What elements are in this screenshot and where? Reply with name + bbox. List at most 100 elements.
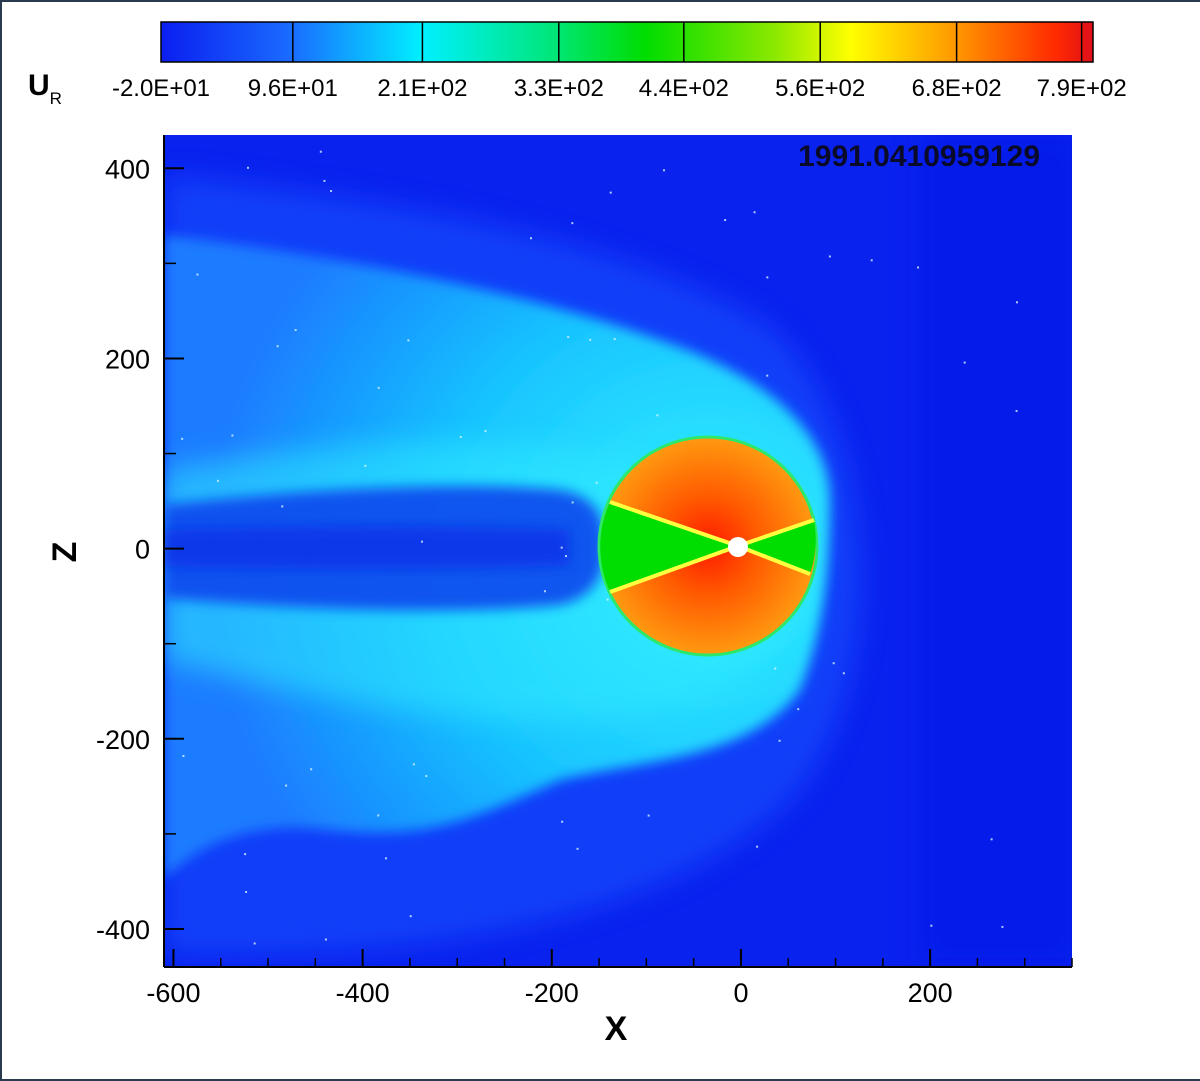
noise-speck: [662, 169, 665, 172]
noise-speck: [1015, 409, 1018, 412]
noise-speck: [560, 546, 563, 549]
colorbar-tick-label: 2.1E+02: [377, 75, 467, 102]
noise-speck: [323, 179, 326, 182]
field-image: [164, 135, 1072, 967]
noise-speck: [246, 166, 249, 169]
noise-speck: [774, 667, 777, 670]
noise-speck: [778, 739, 781, 742]
noise-speck: [832, 662, 835, 665]
x-tick-label: 0: [733, 978, 748, 1008]
y-tick-label: 200: [105, 344, 150, 374]
noise-speck: [589, 338, 592, 341]
tail-core: [164, 526, 570, 569]
band-edge: [737, 518, 815, 548]
slow-wind-band-right: [738, 520, 816, 574]
noise-speck: [377, 386, 380, 389]
noise-speck: [870, 259, 873, 262]
noise-speck: [963, 361, 966, 364]
noise-speck: [409, 915, 412, 918]
upstream-region: [920, 135, 1072, 967]
colorbar-tick-label: 4.4E+02: [639, 75, 729, 102]
noise-speck: [412, 763, 415, 766]
noise-speck: [281, 505, 284, 508]
noise-speck: [567, 336, 570, 339]
noise-speck: [613, 338, 616, 341]
noise-speck: [245, 890, 248, 893]
time-label: 1991.0410959129: [798, 140, 1040, 173]
noise-speck: [595, 481, 598, 484]
noise-speck: [842, 672, 845, 675]
sun-marker: [728, 537, 748, 557]
noise-speck: [724, 219, 727, 222]
colorbar-tick-label: 9.6E+01: [248, 75, 338, 102]
noise-speck: [319, 150, 322, 153]
x-tick-label: 200: [908, 978, 953, 1008]
axes: -600 -400 -200 0 200 400 200 0 -200 -400: [96, 135, 1073, 1008]
noise-speck: [797, 708, 800, 711]
colorbar-tick-label: 3.3E+02: [514, 75, 604, 102]
colorbar-gradient: [160, 21, 1094, 63]
noise-speck: [753, 211, 756, 214]
noise-speck: [606, 598, 609, 601]
noise-speck: [231, 434, 234, 437]
colorbar-dividers: [292, 22, 1083, 62]
noise-speck: [330, 190, 333, 193]
noise-speck: [565, 555, 568, 558]
noise-speck: [310, 768, 313, 771]
noise-speck: [182, 755, 185, 758]
noise-speck: [324, 938, 327, 941]
colorbar-tick-label: 5.6E+02: [775, 75, 865, 102]
x-tick-label: -400: [336, 978, 390, 1008]
colorbar-labels: -2.0E+01 9.6E+01 2.1E+02 3.3E+02 4.4E+02 5.6E…: [112, 75, 1127, 102]
colorbar-tick-label: 6.8E+02: [912, 75, 1002, 102]
noise-speck: [196, 273, 199, 276]
noise-speck: [1001, 925, 1004, 928]
noise-speck: [656, 414, 659, 417]
noise-speck: [756, 845, 759, 848]
noise-speck: [576, 847, 579, 850]
noise-speck: [543, 590, 546, 593]
noise-speck: [571, 222, 574, 225]
noise-speck: [766, 374, 769, 377]
noise-speck: [385, 857, 388, 860]
noise-speck: [425, 775, 428, 778]
termination-shock-region: [597, 435, 819, 657]
colorbar: UR -2.0E+01 9.6E+01 2.1E+02 3.3E+02 4.4E+02 5…: [28, 21, 1127, 108]
noise-speck: [216, 479, 219, 482]
noise-speck: [647, 814, 650, 817]
noise-speck: [276, 345, 279, 348]
slow-wind-band-left: [600, 502, 738, 592]
y-ticks: 400 200 0 -200 -400: [96, 154, 184, 945]
colorbar-tick-label: 7.9E+02: [1037, 75, 1127, 102]
noise-speck: [609, 191, 612, 194]
noise-speck: [561, 820, 564, 823]
y-tick-label: 400: [105, 154, 150, 184]
noise-speck: [244, 853, 247, 856]
noise-speck: [828, 255, 831, 258]
noise-speck: [364, 464, 367, 467]
noise-speck: [294, 329, 297, 332]
y-axis-title: Z: [46, 542, 84, 563]
noise-speck: [990, 838, 993, 841]
noise-speck: [377, 814, 380, 817]
noise-speck: [285, 784, 288, 787]
y-tick-label: -400: [96, 915, 150, 945]
noise-speck: [529, 237, 532, 240]
noise-speck: [571, 501, 574, 504]
noise-speck: [253, 942, 256, 945]
band-edge: [609, 544, 739, 594]
noise-speck: [930, 924, 933, 927]
noise-speck: [766, 276, 769, 279]
noise-speck: [407, 339, 410, 342]
noise-speck: [459, 435, 462, 438]
x-ticks: -600 -400 -200 0 200: [146, 949, 1073, 1008]
noise-speck: [484, 430, 487, 433]
y-tick-label: 0: [135, 535, 150, 565]
noise-speck: [421, 540, 424, 543]
band-edge: [737, 544, 811, 576]
x-axis-title: X: [605, 1010, 628, 1048]
noise-speck: [1016, 301, 1019, 304]
x-tick-label: -200: [525, 978, 579, 1008]
